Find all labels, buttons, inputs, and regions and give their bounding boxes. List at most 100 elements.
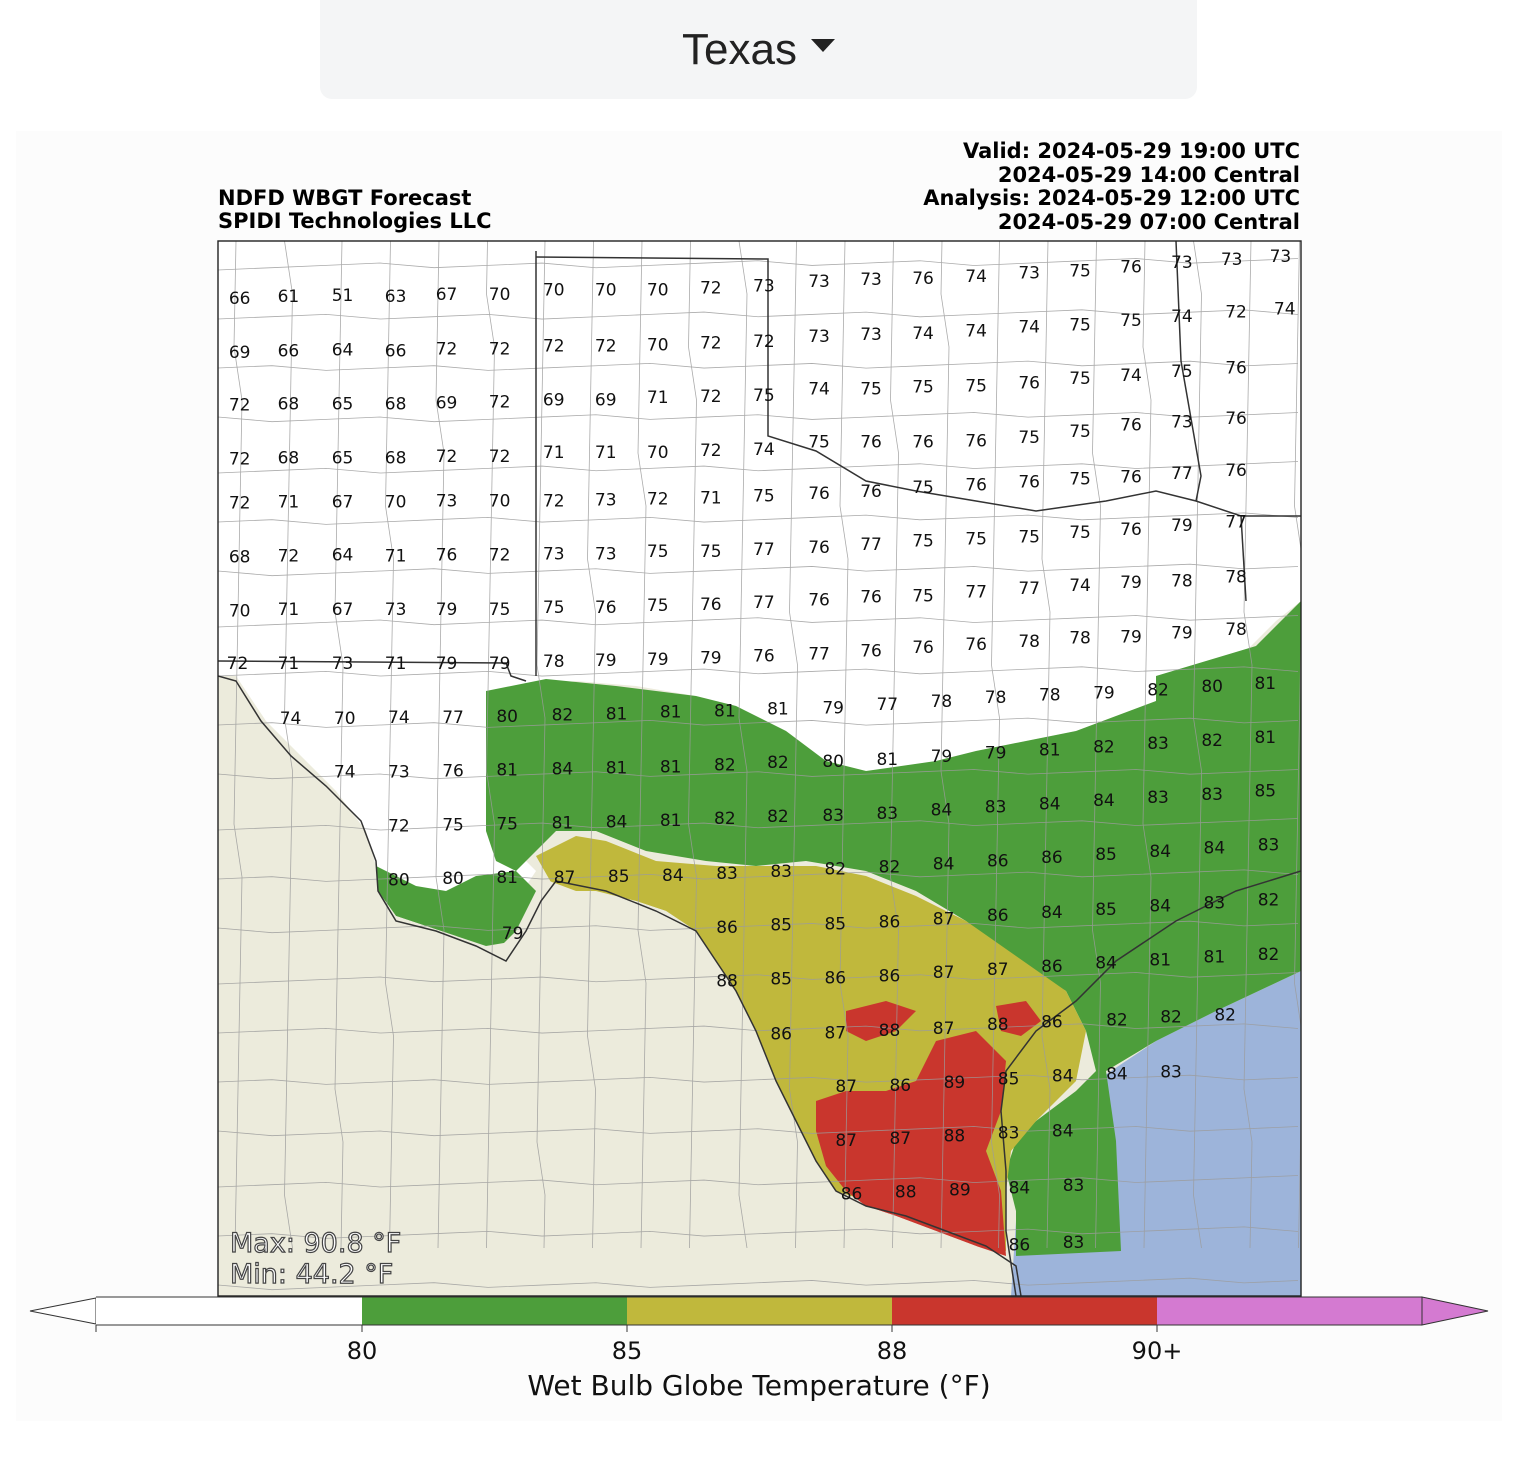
valid-time-utc: Valid: 2024-05-29 19:00 UTC xyxy=(963,139,1300,163)
wbgt-value-label: 73 xyxy=(388,763,410,783)
wbgt-value-label: 78 xyxy=(1225,567,1247,587)
wbgt-value-label: 75 xyxy=(1120,311,1142,331)
wbgt-value-label: 83 xyxy=(998,1123,1020,1143)
county-line xyxy=(688,241,697,1249)
wbgt-value-label: 86 xyxy=(716,918,738,938)
wbgt-value-label: 82 xyxy=(767,807,789,827)
min-value-text: Min: 44.2 °F xyxy=(230,1259,393,1290)
wbgt-value-label: 87 xyxy=(554,868,576,888)
county-line xyxy=(218,412,1299,423)
colorbar-under-arrow xyxy=(29,1297,97,1325)
wbgt-value-label: 76 xyxy=(1018,473,1040,493)
wbgt-value-label: 86 xyxy=(1041,957,1063,977)
county-line xyxy=(218,920,1299,934)
wbgt-value-label: 84 xyxy=(1041,903,1063,923)
wbgt-value-label: 82 xyxy=(552,706,574,726)
wbgt-value-label: 76 xyxy=(860,432,882,452)
wbgt-value-label: 70 xyxy=(543,281,565,301)
wbgt-value-label: 86 xyxy=(879,966,901,986)
wbgt-value-label: 76 xyxy=(860,641,882,661)
county-lines xyxy=(218,241,1301,1291)
wbgt-value-label: 81 xyxy=(1039,741,1061,761)
wbgt-value-label: 68 xyxy=(229,547,251,567)
wbgt-value-label: 75 xyxy=(489,600,511,620)
wbgt-value-label: 77 xyxy=(753,593,775,613)
wbgt-value-label: 84 xyxy=(1052,1067,1074,1087)
wbgt-value-label: 82 xyxy=(824,860,846,880)
wbgt-value-label: 73 xyxy=(385,600,407,620)
wbgt-value-label: 75 xyxy=(912,586,934,606)
wbgt-value-label: 87 xyxy=(889,1129,911,1149)
wbgt-value-label: 81 xyxy=(1204,947,1226,967)
wbgt-value-label: 85 xyxy=(1095,845,1117,865)
region-dropdown[interactable]: Texas xyxy=(682,25,835,75)
wbgt-value-label: 86 xyxy=(889,1076,911,1096)
wbgt-map-figure: NDFD WBGT Forecast SPIDI Technologies LL… xyxy=(16,131,1502,1421)
wbgt-value-label: 78 xyxy=(1225,620,1247,640)
wbgt-value-label: 76 xyxy=(965,476,987,496)
wbgt-value-label: 88 xyxy=(716,972,738,992)
wbgt-value-label: 79 xyxy=(502,924,524,944)
wbgt-value-label: 84 xyxy=(931,801,953,821)
wbgt-value-label: 84 xyxy=(552,760,574,780)
county-line xyxy=(218,818,1299,831)
wbgt-value-label: 81 xyxy=(1149,950,1171,970)
wbgt-value-label: 76 xyxy=(860,482,882,502)
wbgt-value-label: 79 xyxy=(1171,623,1193,643)
wbgt-value-label: 80 xyxy=(822,752,844,772)
wbgt-value-label: 76 xyxy=(808,538,830,558)
wbgt-value-label: 77 xyxy=(753,540,775,560)
wbgt-value-label: 79 xyxy=(931,747,953,767)
wbgt-value-label: 73 xyxy=(808,272,830,292)
wbgt-value-label: 72 xyxy=(753,332,775,352)
wbgt-value-label: 76 xyxy=(912,638,934,658)
wbgt-value-label: 79 xyxy=(700,649,722,669)
county-line xyxy=(1294,241,1301,1249)
wbgt-value-label: 77 xyxy=(860,535,882,555)
wbgt-value-label: 69 xyxy=(595,390,617,410)
county-line xyxy=(218,1277,1299,1291)
valid-time-central: 2024-05-29 14:00 Central xyxy=(997,162,1300,187)
wbgt-value-label: 64 xyxy=(332,545,354,565)
wbgt-value-label: 76 xyxy=(595,598,617,618)
wbgt-value-label: 72 xyxy=(700,387,722,407)
wbgt-value-label: 70 xyxy=(647,443,669,463)
wbgt-value-label: 83 xyxy=(1258,835,1280,855)
wbgt-value-label: 84 xyxy=(1106,1064,1128,1084)
wbgt-value-label: 83 xyxy=(716,864,738,884)
county-line xyxy=(789,241,798,1249)
wbgt-value-label: 80 xyxy=(388,870,410,890)
wbgt-value-label: 76 xyxy=(808,591,830,611)
wbgt-value-label: 75 xyxy=(700,542,722,562)
wbgt-value-label: 87 xyxy=(987,960,1009,980)
wbgt-value-label: 78 xyxy=(1069,629,1091,649)
wbgt-value-label: 89 xyxy=(944,1073,966,1093)
wbgt-value-label: 72 xyxy=(489,392,511,412)
wbgt-value-label: 65 xyxy=(332,448,354,468)
wbgt-value-label: 70 xyxy=(334,709,356,729)
wbgt-value-label: 87 xyxy=(835,1131,857,1151)
wbgt-value-label: 88 xyxy=(895,1183,917,1203)
wbgt-value-label: 73 xyxy=(1221,250,1243,270)
map-frame xyxy=(217,240,1302,1297)
wbgt-value-label: 75 xyxy=(1069,422,1091,442)
wbgt-value-label: 86 xyxy=(824,968,846,988)
wbgt-value-label: 68 xyxy=(385,394,407,414)
wbgt-value-label: 74 xyxy=(1274,300,1296,320)
wbgt-value-label: 71 xyxy=(595,443,617,463)
wbgt-value-label: 82 xyxy=(879,858,901,878)
wbgt-value-label: 73 xyxy=(1270,247,1292,267)
colorbar-bin-85-88 xyxy=(627,1297,892,1325)
wbgt-value-label: 77 xyxy=(965,582,987,602)
county-line xyxy=(1193,241,1202,1249)
caret-down-icon xyxy=(810,39,835,52)
wbgt-value-label: 84 xyxy=(1039,794,1061,814)
wbgt-value-label: 75 xyxy=(912,378,934,398)
wbgt-value-label: 81 xyxy=(660,757,682,777)
wbgt-value-label: 72 xyxy=(229,396,251,416)
colorbar-label: Wet Bulb Globe Temperature (°F) xyxy=(527,1369,990,1402)
wbgt-value-label: 61 xyxy=(278,287,300,307)
product-name: NDFD WBGT Forecast xyxy=(218,186,472,210)
wbgt-value-label: 76 xyxy=(1018,373,1040,393)
wbgt-value-label: 73 xyxy=(808,327,830,347)
